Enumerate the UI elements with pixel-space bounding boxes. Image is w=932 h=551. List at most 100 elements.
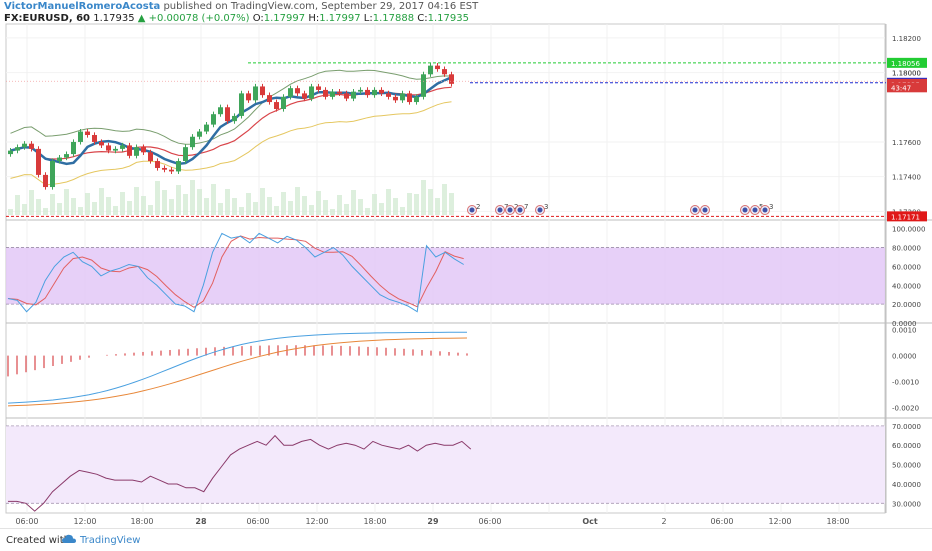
bollinger-upper-line — [10, 69, 452, 145]
volume-bar — [15, 195, 20, 215]
candle-body — [449, 74, 454, 84]
volume-bar — [141, 196, 146, 215]
close-value: 1.17935 — [427, 13, 469, 24]
low-value: 1.17888 — [372, 13, 415, 24]
event-count-label: 3 — [544, 203, 548, 211]
price-change: +0.00078 (+0.07%) — [148, 13, 250, 24]
author-name[interactable]: VictorManuelRomeroAcosta — [4, 1, 161, 12]
volume-bar — [274, 206, 279, 215]
candle-body — [260, 86, 265, 96]
chart-publish-info: VictorManuelRomeroAcosta published on Tr… — [4, 1, 478, 12]
candle-body — [421, 74, 426, 97]
macd-line — [7, 331, 467, 404]
candle-body — [379, 89, 384, 94]
candle-body — [407, 93, 412, 103]
rsi-tick-label: 40.0000 — [892, 481, 921, 489]
volume-bar — [386, 189, 391, 215]
price-tick-label: 1.18200 — [892, 35, 921, 43]
volume-bar — [169, 199, 174, 215]
flag-icon — [517, 207, 523, 213]
volume-bar — [421, 180, 426, 215]
stochastic-tick-label: 20.0000 — [892, 301, 921, 309]
volume-bar — [288, 201, 293, 215]
candle-body — [176, 161, 181, 172]
volume-bar — [309, 205, 314, 215]
macd-tick-label: -0.0020 — [892, 405, 919, 413]
volume-bar — [358, 199, 363, 215]
price-label-text: 1.18056 — [891, 60, 920, 68]
candle-body — [288, 88, 293, 97]
candle-body — [43, 174, 48, 188]
price-tick-label: 1.17400 — [892, 174, 921, 182]
rsi-tick-label: 50.0000 — [892, 462, 921, 470]
x-tick-label: 18:00 — [130, 517, 153, 526]
price-label-text: 1.17171 — [891, 213, 920, 221]
macd-tick-label: 0.0010 — [892, 327, 917, 335]
volume-bar — [253, 202, 258, 215]
tradingview-brand[interactable]: TradingView — [80, 535, 141, 546]
volume-bar — [330, 209, 335, 215]
volume-bar — [113, 206, 118, 215]
volume-bar — [246, 193, 251, 215]
flag-icon — [742, 207, 748, 213]
volume-bar — [50, 194, 55, 215]
volume-bar — [8, 209, 13, 215]
candle-body — [85, 131, 90, 136]
volume-bar — [183, 194, 188, 215]
candle-body — [99, 141, 104, 146]
volume-bar — [78, 207, 83, 215]
event-count-label: 2 — [476, 203, 480, 211]
event-count-label: 3 — [769, 203, 773, 211]
candle-body — [8, 150, 13, 155]
candle-body — [113, 148, 118, 151]
flag-icon — [702, 207, 708, 213]
volume-bar — [190, 180, 195, 215]
candle-body — [211, 114, 216, 125]
macd-tick-label: 0.0000 — [892, 353, 917, 361]
open-label: O: — [252, 13, 264, 24]
candle-body — [148, 152, 153, 162]
flag-icon — [537, 207, 543, 213]
volume-bar — [197, 189, 202, 215]
volume-bar — [225, 189, 230, 215]
volume-bar — [218, 203, 223, 215]
event-count-label: 7 — [524, 203, 528, 211]
volume-bar — [260, 188, 265, 215]
candle-body — [358, 89, 363, 92]
candle-body — [323, 89, 328, 97]
candle-body — [106, 145, 111, 151]
rsi-line — [8, 434, 472, 512]
price-tick-label: 1.17600 — [892, 139, 921, 147]
macd-signal-line — [7, 337, 468, 407]
volume-bar — [134, 187, 139, 215]
flag-icon — [692, 207, 698, 213]
rsi-tick-label: 60.0000 — [892, 442, 921, 450]
candle-body — [435, 65, 440, 70]
flag-icon — [497, 207, 503, 213]
volume-bar — [204, 198, 209, 215]
candle-body — [372, 89, 377, 96]
candle-body — [204, 124, 209, 132]
price-label-text: 1.18000 — [892, 70, 921, 78]
volume-bar — [43, 208, 48, 215]
price-tick-label: 1.18000 — [892, 70, 921, 78]
volume-bar — [85, 193, 90, 215]
volume-bar — [351, 190, 356, 215]
candle-body — [36, 148, 41, 175]
candle-body — [302, 93, 307, 99]
volume-bar — [302, 196, 307, 215]
volume-bar — [428, 189, 433, 215]
candle-body — [442, 69, 447, 75]
flag-icon — [762, 207, 768, 213]
volume-bar — [281, 192, 286, 215]
created-with-text: Created with — [6, 535, 70, 546]
x-tick-label: 29 — [427, 517, 439, 526]
volume-bar — [57, 203, 62, 215]
low-label: L: — [363, 13, 373, 24]
macd-tick-label: -0.0010 — [892, 379, 919, 387]
stochastic-tick-label: 0.0000 — [892, 320, 917, 328]
candle-body — [316, 86, 321, 90]
symbol-label[interactable]: FX:EURUSD, 60 — [4, 13, 91, 24]
volume-bar — [120, 192, 125, 215]
trading-chart[interactable]: 06:00 12:00 18:00 28 06:00 12:00 18:00 29 06:00 O… — [0, 0, 932, 528]
